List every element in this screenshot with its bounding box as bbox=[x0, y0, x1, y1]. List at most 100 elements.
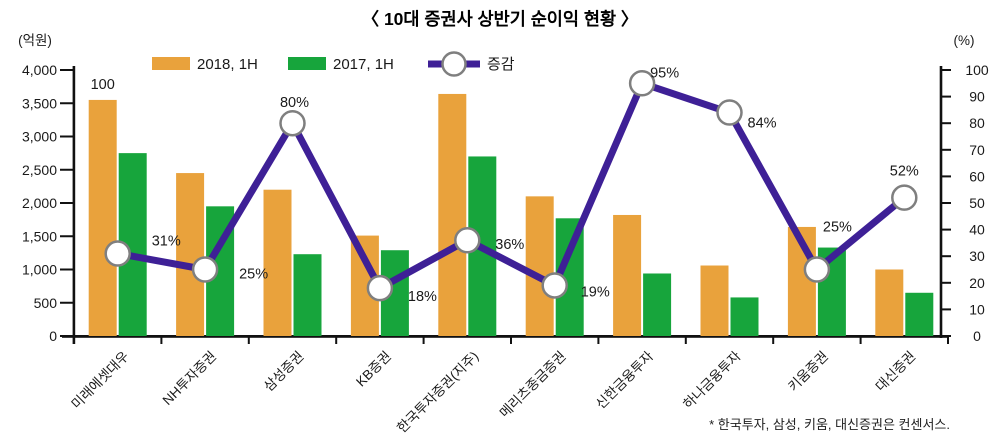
legend-swatch-2017 bbox=[288, 57, 326, 70]
y-axis-left-tick bbox=[60, 135, 74, 138]
y-axis-right-tick bbox=[941, 202, 951, 204]
y-axis-right-tick-label: 50 bbox=[969, 195, 985, 211]
bar-2018 bbox=[176, 173, 205, 336]
category-label: 한국투자증권(지주) bbox=[394, 349, 481, 436]
legend-label-2018: 2018, 1H bbox=[197, 56, 258, 73]
bar-2017 bbox=[293, 254, 322, 336]
y-axis-left-tick bbox=[60, 202, 74, 204]
y-axis-left-tick-label: 0 bbox=[49, 328, 57, 344]
x-axis-tick bbox=[947, 336, 949, 344]
y-axis-right-tick bbox=[941, 281, 951, 284]
y-axis-left-tick-label: 500 bbox=[34, 295, 58, 311]
y-axis-left-tick-label: 3,000 bbox=[22, 129, 57, 145]
change-point-label: 25% bbox=[239, 267, 268, 283]
bar-2017 bbox=[730, 297, 759, 336]
change-point bbox=[541, 272, 568, 299]
bar-2018 bbox=[613, 214, 642, 336]
category-label: 대신증권 bbox=[873, 349, 919, 395]
change-point bbox=[891, 184, 918, 211]
y-axis-right-tick-label: 70 bbox=[969, 142, 985, 158]
change-point-label: 19% bbox=[581, 284, 610, 300]
y-axis-right-tick-label: 40 bbox=[969, 222, 985, 238]
change-point-label: 18% bbox=[408, 289, 437, 305]
x-axis-tick bbox=[335, 336, 338, 344]
change-point bbox=[628, 70, 656, 97]
x-axis-tick bbox=[597, 336, 600, 344]
legend: 2018, 1H 2017, 1H 증감 bbox=[152, 51, 515, 77]
change-point-label: 84% bbox=[748, 116, 777, 132]
y-axis-unit-left: (억원) bbox=[18, 33, 52, 48]
change-point bbox=[803, 256, 831, 283]
x-axis-tick bbox=[247, 336, 250, 344]
bar-2017 bbox=[643, 273, 672, 336]
x-axis-tick bbox=[772, 336, 775, 344]
chart-title: 〈 10대 증권사 상반기 순이익 현황 〉 bbox=[362, 9, 639, 29]
y-axis-left-tick bbox=[60, 102, 74, 105]
change-point bbox=[716, 99, 743, 126]
change-point-label: 95% bbox=[650, 65, 679, 81]
change-point bbox=[454, 226, 481, 254]
category-label: NH투자증권 bbox=[160, 349, 220, 409]
y-axis-left-tick bbox=[60, 268, 74, 271]
legend-swatch-2018 bbox=[152, 57, 190, 70]
category-label: 메리츠종금증권 bbox=[497, 349, 569, 421]
plot-area: 0 500 1,000 1,500 2,000 2,500 3,000 3,500 4,000 0… bbox=[22, 62, 989, 436]
x-axis-tick bbox=[422, 336, 425, 344]
y-axis-left-tick-label: 1,000 bbox=[22, 262, 57, 278]
y-axis-right-tick-label: 10 bbox=[969, 301, 985, 317]
y-axis-right-tick bbox=[941, 69, 951, 71]
y-axis-left-tick bbox=[60, 69, 74, 71]
legend-label-2017: 2017, 1H bbox=[333, 56, 394, 73]
change-point bbox=[104, 240, 131, 267]
x-axis-tick bbox=[859, 336, 862, 344]
y-axis-left-tick-label: 2,000 bbox=[22, 195, 57, 211]
x-axis-tick bbox=[510, 336, 512, 344]
y-axis-right-tick bbox=[941, 228, 951, 231]
legend-label-change: 증감 bbox=[487, 56, 515, 73]
bar-2018 bbox=[88, 99, 117, 336]
y-axis-right-tick bbox=[941, 308, 951, 311]
footnote: * 한국투자, 삼성, 키움, 대신증권은 컨센서스. bbox=[709, 417, 950, 432]
change-point-label: 25% bbox=[823, 220, 852, 236]
y-axis-left-tick bbox=[60, 168, 74, 171]
category-label: 키움증권 bbox=[785, 349, 831, 395]
bar-annotation: 100 bbox=[91, 77, 115, 93]
y-axis-right-tick bbox=[941, 148, 951, 151]
bar-2018 bbox=[263, 189, 292, 336]
change-point bbox=[279, 109, 306, 137]
y-axis-right-tick-label: 0 bbox=[973, 328, 981, 344]
x-axis-tick bbox=[160, 336, 163, 344]
category-label: 하나금융투자 bbox=[680, 348, 744, 412]
y-axis-left-tick-label: 1,500 bbox=[22, 228, 57, 244]
y-axis-right-tick bbox=[941, 175, 951, 178]
bar-2018 bbox=[438, 93, 467, 336]
y-axis-right-tick bbox=[941, 95, 951, 98]
x-axis-tick bbox=[684, 336, 687, 344]
bar-2018 bbox=[700, 265, 729, 336]
category-label: 신한금융투자 bbox=[593, 348, 657, 412]
change-line bbox=[114, 79, 908, 292]
y-axis-right-tick-label: 60 bbox=[969, 168, 985, 184]
y-axis-left-tick bbox=[60, 235, 74, 238]
change-point-label: 80% bbox=[280, 95, 309, 111]
x-axis-tick bbox=[73, 336, 75, 344]
change-point bbox=[191, 256, 219, 283]
y-axis-unit-right: (%) bbox=[954, 33, 975, 48]
bar-2018 bbox=[875, 269, 904, 336]
change-point-label: 52% bbox=[890, 164, 919, 180]
change-point-label: 36% bbox=[495, 237, 524, 253]
y-axis-right-tick-label: 20 bbox=[969, 275, 985, 291]
category-label: 삼성증권 bbox=[261, 349, 307, 395]
y-axis-left-tick-label: 2,500 bbox=[22, 162, 57, 178]
y-axis-left-tick-label: 4,000 bbox=[22, 62, 57, 78]
change-point bbox=[366, 274, 394, 302]
y-axis-right-tick-label: 80 bbox=[969, 115, 985, 131]
y-axis-right-tick bbox=[941, 122, 951, 125]
y-axis-left bbox=[72, 66, 76, 344]
bar-2017 bbox=[905, 292, 934, 336]
y-axis-right-tick-label: 100 bbox=[965, 62, 989, 78]
y-axis-left-tick-label: 3,500 bbox=[22, 95, 57, 111]
bar-2018 bbox=[525, 196, 554, 336]
